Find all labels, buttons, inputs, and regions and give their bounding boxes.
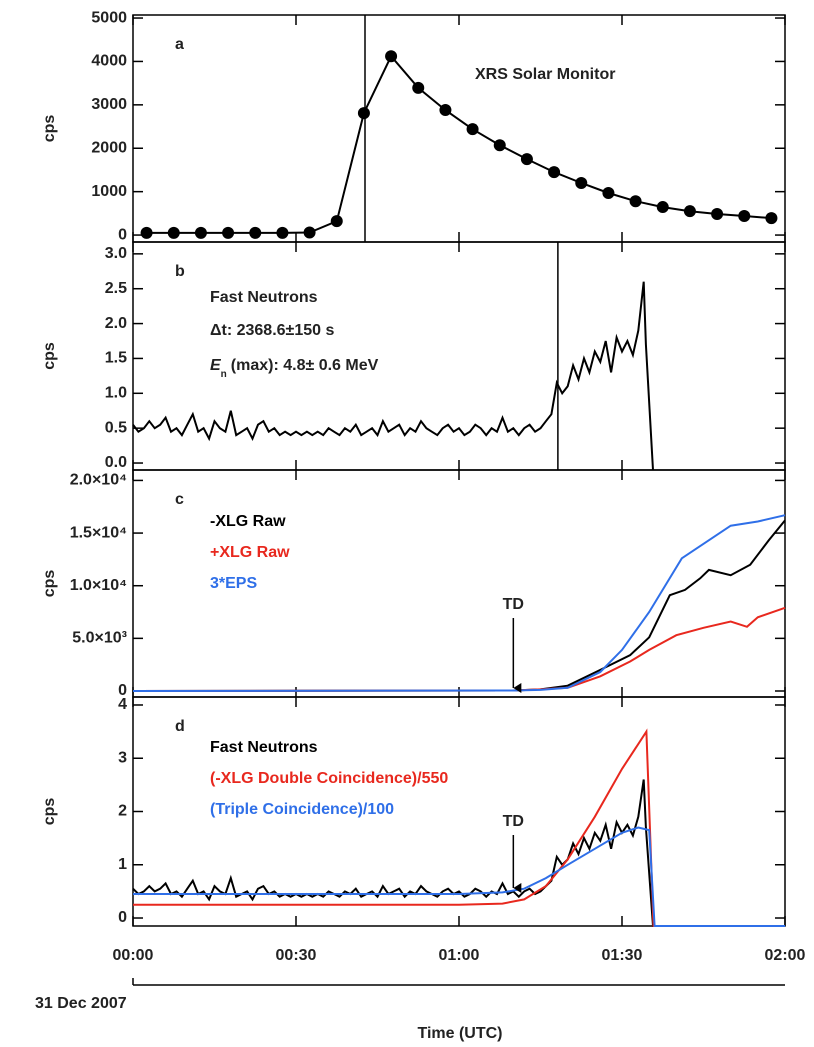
series-line — [132, 779, 785, 927]
data-point — [439, 104, 452, 117]
y-tick-label: 4000 — [91, 53, 127, 70]
data-point — [167, 226, 180, 239]
series-line — [132, 281, 654, 471]
panel-label: d — [175, 718, 185, 735]
data-point — [656, 201, 669, 214]
annotation: XRS Solar Monitor — [475, 66, 615, 83]
y-axis-title: cps — [41, 570, 58, 598]
series-line — [133, 826, 785, 927]
series-line — [132, 606, 786, 692]
y-tick-label: 2.0×10⁴ — [70, 472, 127, 489]
y-tick-label: 0 — [118, 226, 127, 243]
legend-entry: (-XLG Double Coincidence)/550 — [210, 770, 448, 787]
data-point — [222, 226, 235, 239]
panel-label: c — [175, 491, 184, 508]
energy-text: (max): 4.8± 0.6 MeV — [231, 357, 379, 374]
legend-entry: 3*EPS — [210, 575, 257, 592]
x-axis-title: Time (UTC) — [417, 1025, 502, 1042]
y-tick-label: 0.5 — [105, 419, 127, 436]
y-tick-label: 5.0×10³ — [72, 630, 127, 647]
y-tick-label: 1000 — [91, 183, 127, 200]
panel-label: b — [175, 263, 185, 280]
energy-subscript: n — [221, 369, 227, 380]
series-line — [133, 728, 785, 927]
data-point — [520, 153, 533, 166]
data-point — [330, 215, 343, 228]
data-point — [602, 186, 615, 199]
y-tick-label: 1.5 — [105, 350, 127, 367]
data-point — [249, 226, 262, 239]
y-tick-label: 2.5 — [105, 280, 127, 297]
data-point — [412, 81, 425, 94]
annotation: Fast Neutrons — [210, 289, 318, 306]
y-tick-label: 2000 — [91, 139, 127, 156]
data-point — [357, 107, 370, 120]
y-axis-title: cps — [41, 798, 58, 826]
y-axis-title: cps — [41, 115, 58, 143]
x-tick-label: 00:30 — [276, 947, 317, 964]
legend-entry: -XLG Raw — [210, 513, 286, 530]
x-tick-label: 01:00 — [439, 947, 480, 964]
y-tick-label: 2.0 — [105, 315, 127, 332]
annotation: Δt: 2368.6±150 s — [210, 322, 334, 339]
y-tick-label: 4 — [118, 696, 127, 713]
x-tick-label: 01:30 — [602, 947, 643, 964]
y-tick-label: 3 — [118, 749, 127, 766]
legend-entry: (Triple Coincidence)/100 — [210, 801, 394, 818]
data-point — [629, 195, 642, 208]
data-point — [548, 166, 561, 179]
data-point — [711, 208, 724, 221]
data-point — [765, 212, 778, 225]
y-tick-label: 0.0 — [105, 454, 127, 471]
energy-label: En (max): 4.8± 0.6 MeV — [210, 357, 379, 379]
series-line — [132, 514, 786, 692]
data-point — [194, 226, 207, 239]
data-point — [303, 226, 316, 239]
x-tick-label: 00:00 — [113, 947, 154, 964]
td-label: TD — [503, 813, 524, 830]
y-tick-label: 0 — [118, 909, 127, 926]
y-tick-label: 1.0×10⁴ — [70, 577, 127, 594]
y-tick-label: 1 — [118, 856, 127, 873]
data-point — [385, 50, 398, 63]
y-axis-title: cps — [41, 342, 58, 370]
data-point — [683, 205, 696, 218]
y-tick-label: 0 — [118, 682, 127, 699]
data-point — [738, 209, 751, 222]
y-tick-label: 3.0 — [105, 245, 127, 262]
data-point — [466, 123, 479, 136]
td-label: TD — [503, 596, 524, 613]
data-point — [575, 176, 588, 189]
legend-entry: +XLG Raw — [210, 544, 290, 561]
y-tick-label: 3000 — [91, 96, 127, 113]
date-label: 31 Dec 2007 — [35, 995, 127, 1012]
y-tick-label: 5000 — [91, 9, 127, 26]
y-tick-label: 1.5×10⁴ — [70, 524, 127, 541]
data-point — [493, 139, 506, 152]
x-tick-label: 02:00 — [765, 947, 806, 964]
panel-label: a — [175, 36, 184, 53]
data-point — [140, 226, 153, 239]
y-tick-label: 2 — [118, 803, 127, 820]
energy-symbol: E — [210, 357, 222, 374]
data-point — [276, 226, 289, 239]
legend-entry: Fast Neutrons — [210, 739, 318, 756]
panel-frame — [132, 241, 786, 471]
y-tick-label: 1.0 — [105, 385, 127, 402]
series-line — [146, 54, 772, 234]
